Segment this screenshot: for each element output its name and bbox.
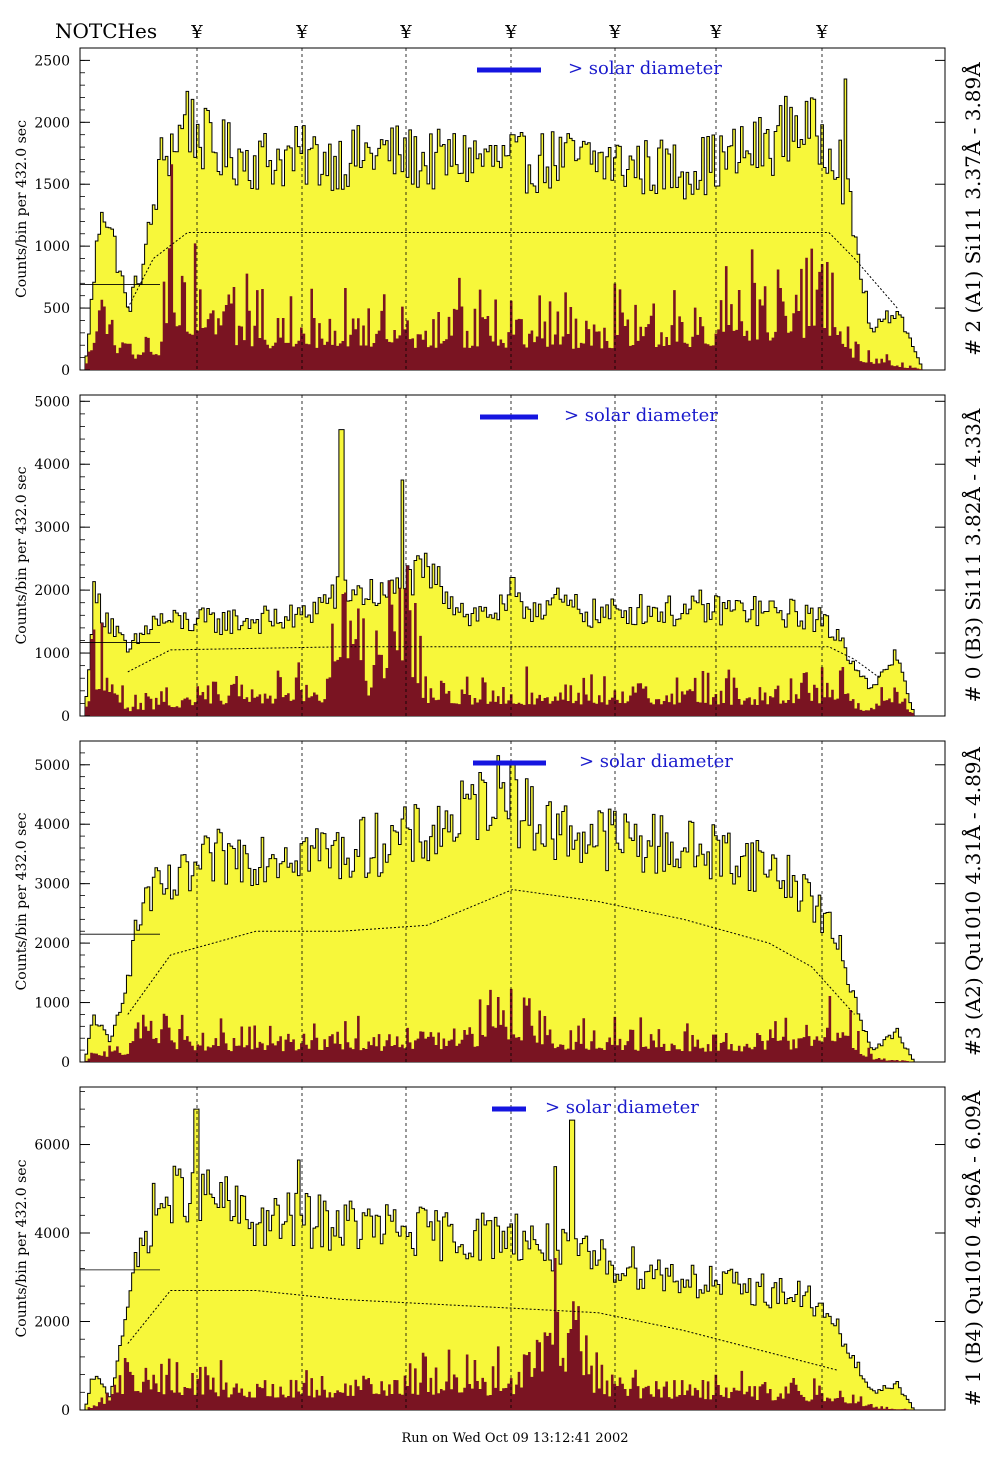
solar-diameter-label: > solar diameter	[579, 751, 733, 772]
notch-symbols: ¥ ¥ ¥ ¥ ¥ ¥ ¥	[190, 22, 828, 43]
solar-diameter-label: > solar diameter	[545, 1097, 699, 1118]
inner-histogram	[85, 1257, 940, 1410]
y-tick-label: 0	[61, 363, 70, 379]
y-tick-label: 2000	[34, 936, 70, 952]
panel-title: # 0 (B3) Si111 3.82Å - 4.33Å	[960, 408, 985, 702]
solar-diameter-label: > solar diameter	[564, 405, 718, 426]
y-tick-label: 4000	[34, 1226, 70, 1242]
y-tick-label: 1000	[34, 239, 70, 255]
y-tick-label: 0	[61, 709, 70, 725]
y-axis-label: Counts/bin per 432.0 sec	[14, 466, 30, 644]
y-tick-label: 4000	[34, 457, 70, 473]
run-timestamp: Run on Wed Oct 09 13:12:41 2002	[401, 1431, 628, 1446]
y-axis-label: Counts/bin per 432.0 sec	[14, 812, 30, 990]
model-curve	[127, 889, 855, 1015]
model-curve	[127, 646, 881, 679]
inner-histogram	[85, 565, 940, 716]
counts-histogram	[84, 1108, 940, 1411]
y-tick-label: 2000	[34, 1315, 70, 1331]
solar-diameter-label: > solar diameter	[568, 58, 722, 79]
y-axis-label: Counts/bin per 432.0 sec	[14, 120, 30, 298]
counts-histogram	[84, 429, 940, 717]
notch-symbol: ¥	[504, 22, 517, 43]
y-tick-label: 500	[43, 301, 70, 317]
notch-symbol: ¥	[295, 22, 308, 43]
notch-symbol: ¥	[608, 22, 621, 43]
panel-title: # 1 (B4) Qu1010 4.96Å - 6.09Å	[960, 1090, 985, 1406]
y-tick-label: 5000	[34, 758, 70, 774]
y-tick-label: 2500	[34, 53, 70, 69]
panel-2: 0 1000 2000 3000 4000 5000 Counts/bin per 432.…	[14, 740, 985, 1071]
inner-histogram	[85, 988, 940, 1062]
model-curve	[127, 232, 898, 309]
y-tick-label: 6000	[34, 1138, 70, 1154]
counts-histogram	[84, 755, 940, 1063]
y-tick-label: 2000	[34, 583, 70, 599]
y-tick-label: 1000	[34, 646, 70, 662]
model-curve	[127, 1290, 838, 1371]
y-tick-label: 3000	[34, 520, 70, 536]
y-tick-label: 3000	[34, 877, 70, 893]
notches-header: NOTCHes ¥ ¥ ¥ ¥ ¥ ¥ ¥	[55, 19, 828, 43]
panel-title: #3 (A2) Qu1010 4.31Å - 4.89Å	[960, 746, 985, 1055]
y-tick-label: 2000	[34, 115, 70, 131]
y-tick-label: 1000	[34, 996, 70, 1012]
inner-histogram	[85, 164, 940, 370]
notch-symbol: ¥	[815, 22, 828, 43]
notch-symbol: ¥	[190, 22, 203, 43]
panels: 0 500 1000 1500 2000 2500 Counts/bin per 432.0…	[14, 47, 985, 1419]
panel-0: 0 500 1000 1500 2000 2500 Counts/bin per 432.0…	[14, 47, 985, 379]
panel-1: 0 1000 2000 3000 4000 5000 Counts/bin per 432.…	[14, 394, 985, 725]
y-tick-label: 0	[61, 1403, 70, 1419]
y-tick-label: 0	[61, 1055, 70, 1071]
notch-symbol: ¥	[399, 22, 412, 43]
panel-title: # 2 (A1) Si111 3.37Å - 3.89Å	[960, 62, 985, 356]
y-tick-label: 1500	[34, 177, 70, 193]
notch-symbol: ¥	[709, 22, 722, 43]
notches-label: NOTCHes	[55, 19, 157, 43]
y-tick-label: 5000	[34, 394, 70, 410]
y-tick-label: 4000	[34, 817, 70, 833]
y-axis-label: Counts/bin per 432.0 sec	[14, 1159, 30, 1337]
